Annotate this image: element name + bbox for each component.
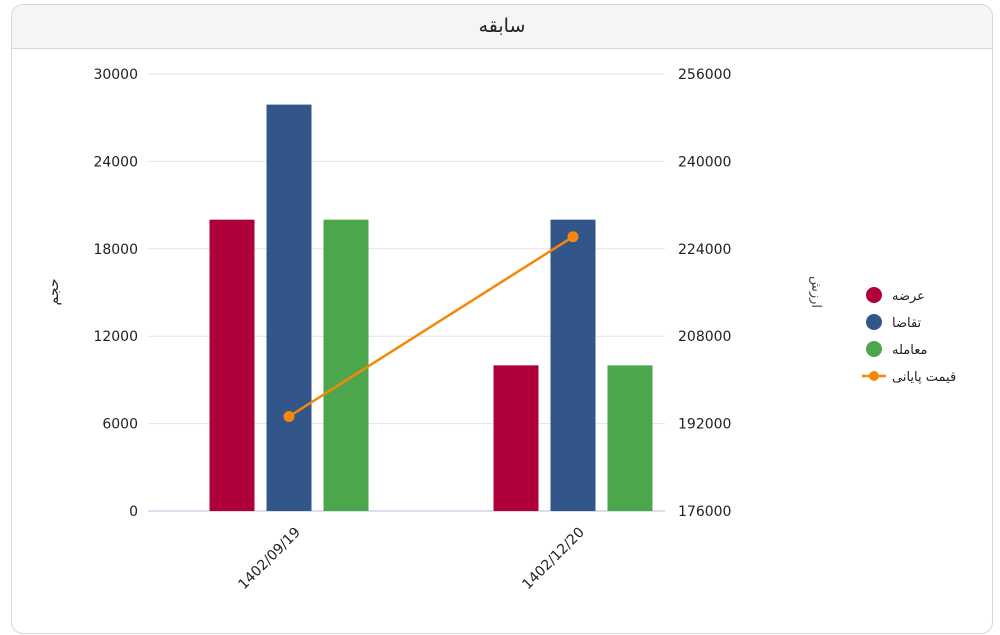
chart-card: سابقه	[11, 4, 993, 634]
right-tick-label: 256000	[678, 67, 731, 83]
left-axis-label: حجم	[46, 278, 62, 305]
right-axis-label: ارزش	[808, 276, 823, 308]
bar-2-1	[607, 365, 653, 511]
left-tick-label: 12000	[93, 329, 138, 345]
bar-0-0	[209, 219, 255, 511]
legend-marker	[866, 314, 882, 330]
x-tick-label: 1402/12/20	[519, 525, 587, 593]
bar-0-1	[493, 365, 539, 511]
bar-1-0	[266, 104, 312, 511]
bar-2-0	[323, 219, 369, 511]
legend-marker	[866, 287, 882, 303]
left-tick-label: 6000	[102, 417, 138, 433]
legend-marker	[869, 371, 879, 381]
left-tick-label: 30000	[93, 67, 138, 83]
line-point	[283, 410, 295, 422]
left-tick-label: 18000	[93, 242, 138, 258]
legend-label: عرضه	[892, 289, 925, 304]
legend-label: معامله	[892, 343, 927, 358]
bar-1-1	[550, 219, 596, 511]
right-tick-label: 192000	[678, 417, 731, 433]
legend-marker	[866, 341, 882, 357]
x-tick-label: 1402/09/19	[235, 525, 303, 593]
legend-label: تقاضا	[892, 316, 922, 331]
left-tick-label: 0	[129, 504, 138, 520]
legend-label: قیمت پایانی	[892, 370, 956, 385]
right-tick-label: 240000	[678, 154, 731, 170]
right-tick-label: 176000	[678, 504, 731, 520]
left-tick-label: 24000	[93, 154, 138, 170]
line-series	[288, 235, 574, 418]
line-point	[567, 231, 579, 243]
chart-title: سابقه	[12, 5, 992, 49]
right-tick-label: 208000	[678, 329, 731, 345]
right-tick-label: 224000	[678, 242, 731, 258]
